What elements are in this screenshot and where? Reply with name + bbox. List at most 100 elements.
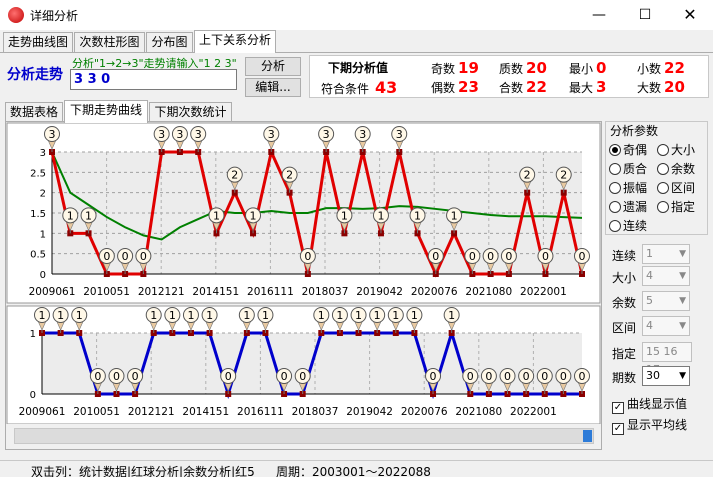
option-checkbox[interactable]: ✓ 显示平均线: [612, 418, 688, 435]
data-label: 3: [176, 128, 183, 141]
value-bubble: [555, 166, 572, 183]
value-bubble: [372, 207, 389, 224]
radio-option[interactable]: 遗漏: [609, 198, 647, 215]
pattern-hint: 分析"1→2→3"走势请输入"1 2 3": [72, 57, 237, 70]
value-bubble: [135, 248, 152, 264]
maximize-button[interactable]: ☐: [638, 7, 652, 23]
edit-button[interactable]: 编辑...: [245, 78, 301, 97]
value-bubble: [190, 126, 207, 142]
param-field-input[interactable]: 5 ▼: [642, 291, 690, 311]
chevron-down-icon[interactable]: ▼: [679, 321, 686, 331]
tab-trend-chart[interactable]: 走势曲线图: [3, 32, 73, 52]
scroll-thumb[interactable]: [583, 430, 592, 442]
data-label: 1: [262, 309, 269, 322]
close-button[interactable]: ✕: [683, 5, 697, 24]
value-bubble: [226, 166, 243, 183]
x-tick-label: 2019042: [356, 286, 403, 298]
min-stat: 最小 0: [569, 59, 607, 77]
param-field-input[interactable]: 15 16 17: [642, 342, 692, 376]
radio-option[interactable]: 大小: [657, 141, 695, 158]
radio-option[interactable]: 指定: [657, 198, 695, 215]
data-label: 0: [132, 370, 139, 383]
chevron-down-icon[interactable]: ▼: [679, 271, 686, 281]
radio-option[interactable]: 连续: [609, 217, 647, 234]
radio-option[interactable]: 振幅: [609, 179, 647, 196]
data-label: 3: [323, 128, 330, 141]
param-field-input[interactable]: 30 ▼: [642, 366, 690, 386]
data-label: 3: [396, 128, 403, 141]
data-label: 3: [268, 128, 275, 141]
pattern-input[interactable]: 3 3 0: [70, 69, 237, 90]
value-bubble: [220, 368, 237, 384]
value-bubble: [427, 248, 444, 264]
data-label: 1: [411, 309, 418, 322]
odd-stat: 奇数 19: [431, 59, 479, 77]
data-label: 0: [103, 250, 110, 263]
tab-count-bar-chart[interactable]: 次数柱形图: [74, 32, 145, 52]
checkbox-icon[interactable]: ✓: [612, 423, 624, 435]
radio-icon[interactable]: [657, 182, 669, 194]
x-tick-label: 2010051: [73, 406, 120, 418]
value-bubble: [336, 207, 353, 224]
chart-1: 0 1 2009061 2010051 2012121 2014151 2016111 201…: [6, 305, 601, 424]
subtab-next-count[interactable]: 下期次数统计: [149, 102, 232, 122]
value-bubble: [350, 307, 367, 323]
value-bubble: [425, 368, 442, 384]
params-title: 分析参数: [610, 124, 659, 138]
value-bubble: [201, 307, 218, 323]
chevron-down-icon[interactable]: ▼: [679, 249, 686, 259]
value-bubble: [446, 207, 463, 224]
value-bubble: [80, 207, 97, 224]
value-bubble: [331, 307, 348, 323]
radio-option[interactable]: 奇偶: [609, 141, 647, 158]
radio-icon[interactable]: [609, 220, 621, 232]
value-bubble: [574, 248, 590, 264]
radio-icon[interactable]: [609, 163, 621, 175]
radio-option[interactable]: 区间: [657, 179, 695, 196]
param-field-input[interactable]: 1 ▼: [642, 244, 690, 264]
y-tick-label: 0: [40, 270, 46, 281]
radio-icon[interactable]: [609, 201, 621, 213]
value-bubble: [519, 166, 536, 183]
chevron-down-icon[interactable]: ▼: [679, 371, 686, 381]
radio-icon[interactable]: [609, 144, 621, 156]
data-label: 1: [341, 209, 348, 222]
data-label: 0: [94, 370, 101, 383]
y-tick-label: 3: [40, 148, 46, 159]
x-tick-label: 2016111: [247, 286, 294, 298]
value-bubble: [145, 307, 162, 323]
param-field-input[interactable]: 4 ▼: [642, 266, 690, 286]
data-label: 1: [392, 309, 399, 322]
tab-distribution[interactable]: 分布图: [146, 32, 193, 52]
value-bubble: [464, 248, 481, 264]
radio-option[interactable]: 质合: [609, 160, 647, 177]
data-label: 2: [231, 169, 238, 182]
value-bubble: [182, 307, 199, 323]
radio-icon[interactable]: [657, 201, 669, 213]
radio-option[interactable]: 余数: [657, 160, 695, 177]
x-tick-label: 2020076: [411, 286, 458, 298]
value-bubble: [313, 307, 330, 323]
analyze-button[interactable]: 分析: [245, 57, 301, 76]
data-label: 0: [523, 370, 530, 383]
y-tick-label: 0: [30, 390, 36, 401]
param-field-input[interactable]: 4 ▼: [642, 316, 690, 336]
checkbox-icon[interactable]: ✓: [612, 402, 624, 414]
radio-icon[interactable]: [657, 144, 669, 156]
option-checkbox[interactable]: ✓ 曲线显示值: [612, 397, 688, 414]
tab-relation-analysis[interactable]: 上下关系分析: [194, 30, 276, 53]
value-bubble: [276, 368, 293, 384]
subtab-next-trend[interactable]: 下期走势曲线: [64, 100, 148, 123]
data-label: 0: [542, 250, 549, 263]
value-bubble: [117, 248, 134, 264]
horizontal-scrollbar[interactable]: [14, 428, 594, 444]
data-label: 0: [430, 370, 437, 383]
status-double-click: 双击列：统计数据|红球分析|余数分析|红5: [31, 465, 255, 477]
minimize-button[interactable]: —: [592, 7, 606, 23]
data-label: 1: [318, 309, 325, 322]
radio-icon[interactable]: [657, 163, 669, 175]
subtab-data-table[interactable]: 数据表格: [5, 102, 63, 122]
chevron-down-icon[interactable]: ▼: [679, 296, 686, 306]
radio-icon[interactable]: [609, 182, 621, 194]
data-label: 0: [504, 370, 511, 383]
